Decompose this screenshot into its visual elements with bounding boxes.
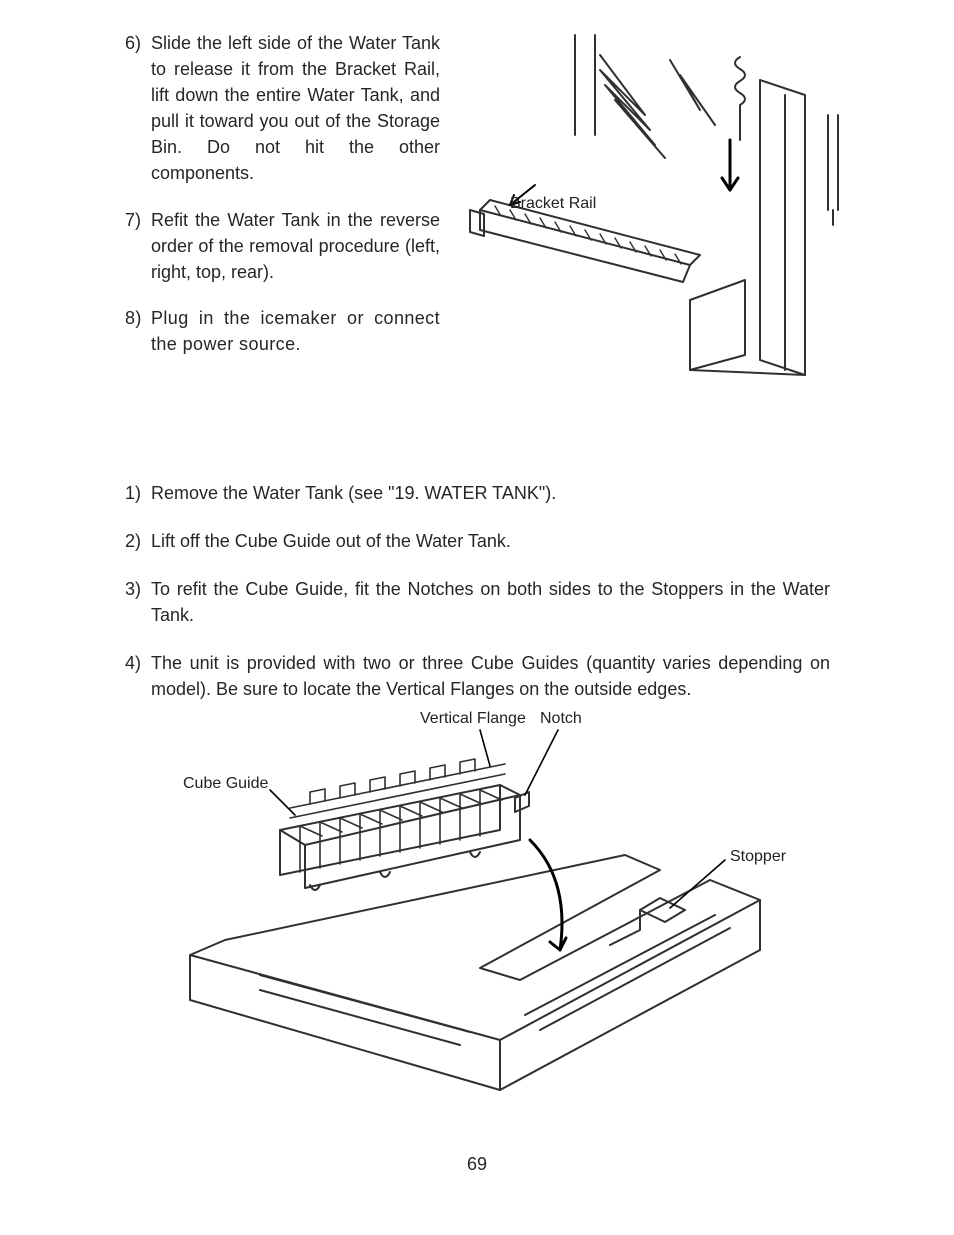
step-body: Plug in the icemaker or connect the powe… xyxy=(151,305,440,357)
label-notch: Notch xyxy=(540,710,582,728)
list-item: 8) Plug in the icemaker or connect the p… xyxy=(125,305,440,357)
list-item: 2) Lift off the Cube Guide out of the Wa… xyxy=(125,528,830,554)
page-number: 69 xyxy=(0,1154,954,1175)
step-body: To refit the Cube Guide, fit the Notches… xyxy=(151,576,830,628)
list-item: 7) Refit the Water Tank in the reverse o… xyxy=(125,207,440,285)
step-number: 1) xyxy=(125,480,151,506)
list-item: 4) The unit is provided with two or thre… xyxy=(125,650,830,702)
step-number: 3) xyxy=(125,576,151,628)
label-cube-guide: Cube Guide xyxy=(183,775,268,793)
step-number: 4) xyxy=(125,650,151,702)
list-item: 6) Slide the left side of the Water Tank… xyxy=(125,30,440,187)
list-item: 1) Remove the Water Tank (see "19. WATER… xyxy=(125,480,830,506)
step-body: Remove the Water Tank (see "19. WATER TA… xyxy=(151,480,830,506)
figure-cube-guide: Vertical Flange Notch Cube Guide Stopper xyxy=(170,700,810,1100)
label-bracket-rail: Bracket Rail xyxy=(510,195,596,213)
bracket-rail-illustration xyxy=(440,20,845,380)
step-body: Slide the left side of the Water Tank to… xyxy=(151,30,440,187)
label-stopper: Stopper xyxy=(730,848,786,866)
step-number: 2) xyxy=(125,528,151,554)
step-number: 7) xyxy=(125,207,151,285)
lower-steps-block: 1) Remove the Water Tank (see "19. WATER… xyxy=(125,480,830,725)
step-number: 8) xyxy=(125,305,151,357)
top-row: 6) Slide the left side of the Water Tank… xyxy=(125,30,845,390)
step-body: Lift off the Cube Guide out of the Water… xyxy=(151,528,830,554)
cube-guide-illustration xyxy=(170,700,810,1100)
list-item: 3) To refit the Cube Guide, fit the Notc… xyxy=(125,576,830,628)
step-body: The unit is provided with two or three C… xyxy=(151,650,830,702)
step-body: Refit the Water Tank in the reverse orde… xyxy=(151,207,440,285)
upper-steps-block: 6) Slide the left side of the Water Tank… xyxy=(125,30,440,377)
page: 6) Slide the left side of the Water Tank… xyxy=(0,0,954,1235)
label-vertical-flange: Vertical Flange xyxy=(420,710,526,728)
figure-bracket-rail: Bracket Rail xyxy=(440,30,845,390)
step-number: 6) xyxy=(125,30,151,187)
